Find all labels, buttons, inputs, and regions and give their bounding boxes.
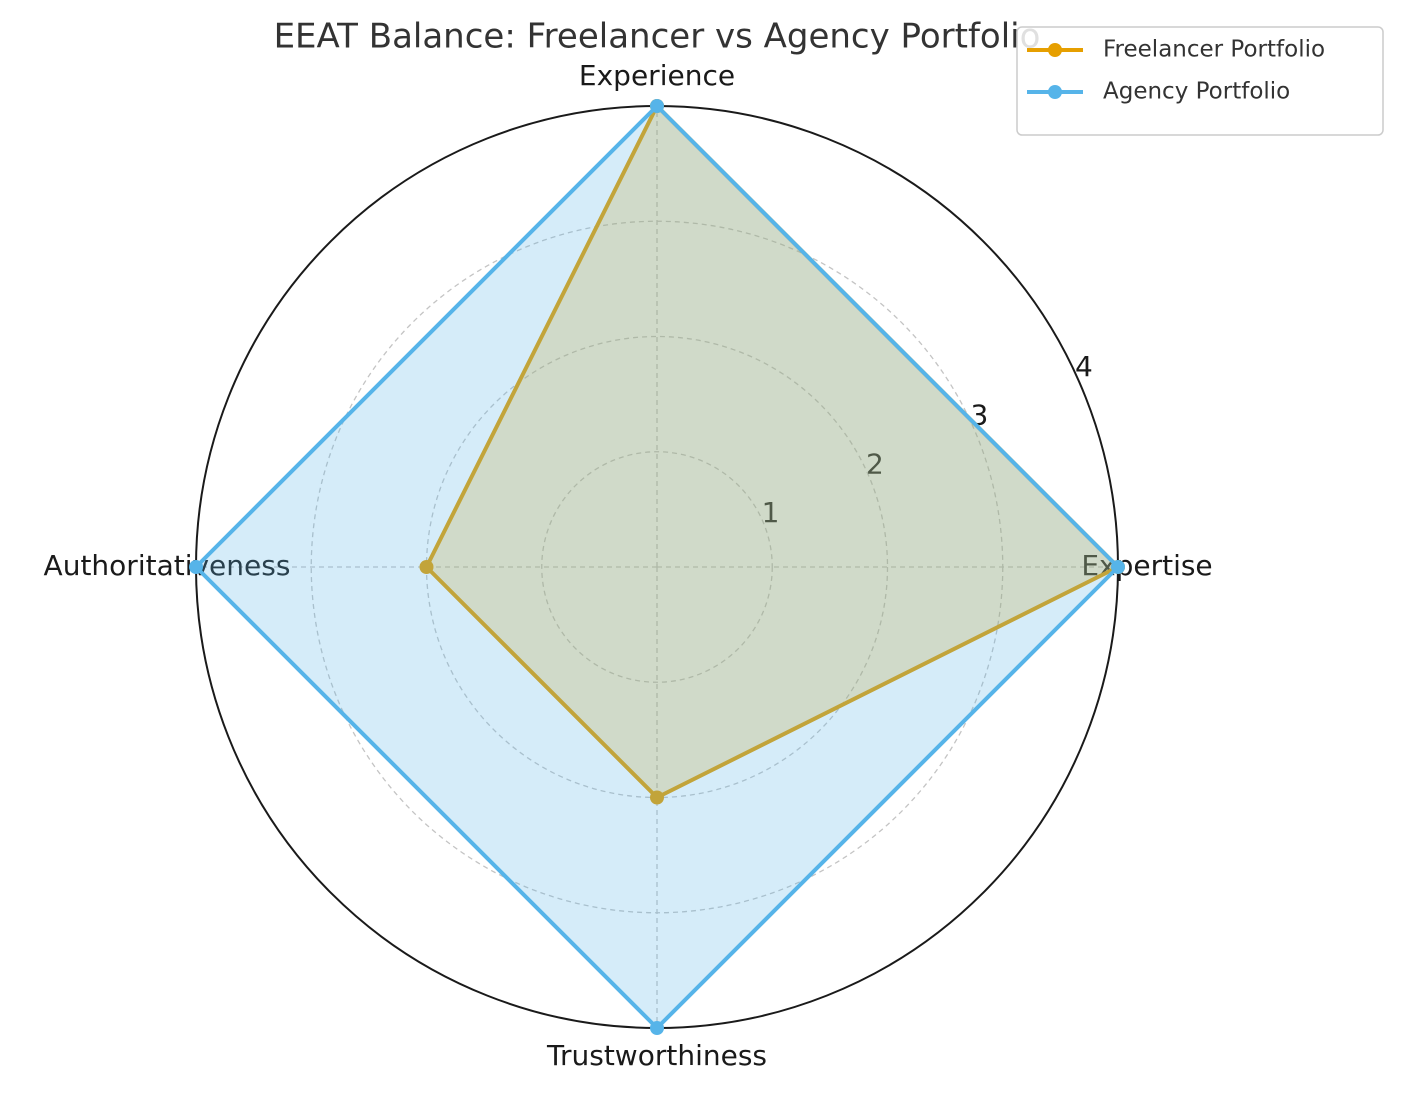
point [419, 560, 434, 574]
series-area [196, 106, 1118, 1028]
r-tick-label: 2 [866, 447, 884, 480]
legend-label: Freelancer Portfolio [1103, 37, 1325, 63]
category-label: Experience [579, 59, 735, 92]
point [1111, 560, 1125, 574]
point [650, 790, 664, 805]
chart-title: EEAT Balance: Freelancer vs Agency Portf… [274, 17, 1041, 57]
series-area [426, 106, 1118, 798]
r-tick-label: 1 [762, 496, 780, 529]
legend-marker [1048, 43, 1062, 57]
point [650, 1021, 664, 1035]
category-label: Authoritativeness [44, 549, 291, 582]
point [189, 560, 203, 574]
r-tick-label: 4 [1075, 350, 1093, 383]
legend-box [1016, 26, 1384, 136]
point [650, 99, 664, 113]
legend-label: Agency Portfolio [1103, 79, 1290, 105]
legend-marker [1048, 85, 1062, 99]
grid-ring [541, 451, 773, 683]
category-label: Trustworthiness [546, 1039, 767, 1072]
